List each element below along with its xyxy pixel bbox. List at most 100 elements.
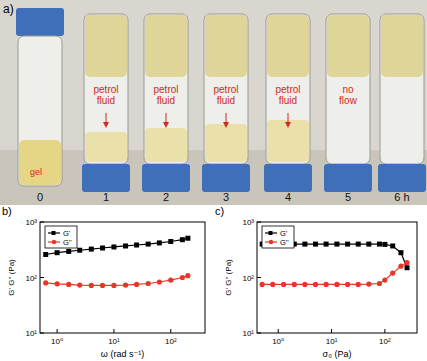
time-label: 5 [345, 191, 351, 203]
x-tick [384, 329, 385, 333]
vial-cap [202, 164, 250, 192]
vial-gel [145, 15, 187, 77]
vial-glass [326, 14, 370, 164]
marker [89, 247, 94, 252]
marker [168, 239, 173, 244]
marker [185, 236, 190, 241]
legend-marker [269, 231, 273, 235]
marker [89, 283, 94, 288]
vial-gel [381, 15, 423, 77]
marker [260, 282, 265, 287]
marker [313, 282, 318, 287]
legend-label: G'' [63, 238, 72, 247]
vial-glass [380, 14, 424, 164]
marker [281, 282, 286, 287]
marker [43, 252, 48, 257]
panel-label: b) [2, 205, 12, 217]
marker [168, 277, 173, 282]
series-line [46, 238, 188, 254]
photo-background [0, 0, 427, 205]
marker [356, 282, 361, 287]
legend-box [262, 226, 294, 248]
legend-marker [52, 240, 56, 244]
marker [100, 246, 105, 251]
y-tick-label: 10¹ [25, 329, 37, 338]
vial [378, 14, 426, 192]
marker [55, 250, 60, 255]
arrow-head [103, 122, 109, 128]
figure: gel0petrolfluid1petrolfluid2petrolfluid3… [0, 0, 427, 361]
marker [270, 282, 275, 287]
series-line [262, 263, 407, 285]
marker [55, 281, 60, 286]
y-tick [257, 277, 261, 278]
marker [157, 279, 162, 284]
vial-liquid [19, 140, 61, 185]
y-tick-label: 10² [242, 274, 254, 283]
marker [134, 282, 139, 287]
vial [202, 14, 250, 192]
marker [382, 242, 387, 247]
marker [302, 242, 307, 247]
vial-annotation: gel [30, 167, 42, 177]
vial-glass [144, 14, 188, 164]
vial-gel [267, 15, 309, 77]
vial-cap [378, 164, 426, 192]
panel-label: a) [3, 2, 14, 16]
marker [345, 282, 350, 287]
marker [398, 250, 403, 255]
marker [302, 282, 307, 287]
vial-cap [16, 8, 64, 36]
x-tick-label: 10² [379, 337, 391, 346]
vial-gel [327, 15, 369, 77]
marker [157, 240, 162, 245]
vial-cap [264, 164, 312, 192]
vial-annotation: petrolfluid [153, 84, 178, 106]
arrow-head [163, 122, 169, 128]
legend-marker [269, 240, 273, 244]
marker [390, 271, 395, 276]
vial [324, 14, 372, 192]
legend-box [45, 226, 77, 248]
vial-fluid [267, 120, 309, 162]
vial-cap [82, 164, 130, 192]
marker [180, 275, 185, 280]
time-label: 2 [163, 191, 169, 203]
vial-gel [85, 15, 127, 77]
vial [142, 14, 190, 192]
vial-annotation: petrolfluid [213, 84, 238, 106]
time-label: 3 [223, 191, 229, 203]
vial-gel [205, 15, 247, 77]
vial-fluid [85, 132, 127, 162]
vial-cap [142, 164, 190, 192]
panel-label: c) [215, 205, 224, 217]
plot-frame [40, 222, 205, 333]
x-tick-label: 10¹ [326, 337, 338, 346]
x-tick [113, 329, 114, 333]
marker [123, 243, 128, 248]
marker [111, 283, 116, 288]
marker [43, 280, 48, 285]
plot-frame [257, 222, 417, 333]
y-tick [40, 333, 44, 334]
arrow-head [285, 122, 291, 128]
marker [111, 244, 116, 249]
data-group [43, 236, 190, 288]
marker [404, 260, 409, 265]
x-axis-title: σ₀ (Pa) [323, 349, 352, 359]
legend: G'G'' [45, 226, 77, 248]
marker [180, 237, 185, 242]
chart: 10⁰10¹10²10¹10²10³σ₀ (Pa)G' G'' (Pa)c)G'… [215, 205, 417, 359]
chart: 10⁰10¹10²10¹10²10³ω (rad s⁻¹)G' G'' (Pa)… [2, 205, 205, 359]
vial-glass [204, 14, 248, 164]
y-tick-label: 10¹ [242, 329, 254, 338]
vial [82, 14, 130, 192]
marker [123, 282, 128, 287]
marker [334, 242, 339, 247]
x-tick [170, 329, 171, 333]
arrow-head [223, 122, 229, 128]
vial-glass [266, 14, 310, 164]
vial-annotation: petrolfluid [275, 84, 300, 106]
marker [323, 282, 328, 287]
y-tick-label: 10³ [25, 218, 37, 227]
